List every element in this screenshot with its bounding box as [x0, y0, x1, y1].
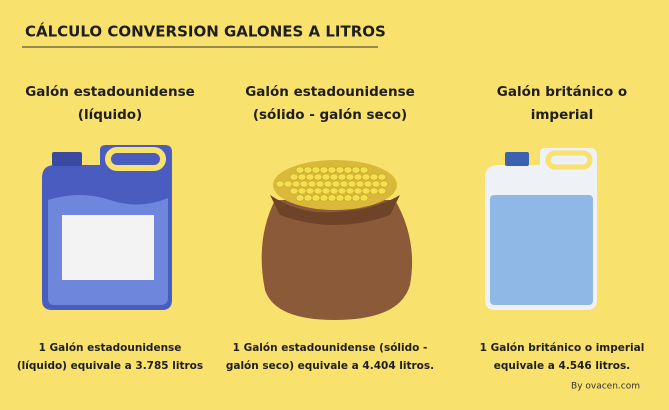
- column-caption: (líquido) equivale a 3.785 litros: [17, 360, 203, 372]
- kernel: [345, 187, 355, 195]
- sack: [261, 160, 413, 320]
- kernel: [377, 187, 387, 195]
- kernel: [335, 194, 345, 202]
- kernel: [353, 173, 363, 181]
- kernel: [289, 173, 299, 181]
- kernel: [305, 187, 315, 195]
- kernel: [297, 187, 307, 195]
- kernel: [319, 166, 329, 174]
- columns: Galón estadounidense (líquido) 1 Galón est…: [17, 84, 644, 372]
- kernel: [329, 173, 339, 181]
- kernel: [331, 180, 341, 188]
- kernel: [329, 187, 339, 195]
- title: CÁLCULO CONVERSION GALONES A LITROS: [25, 22, 386, 41]
- credit: By ovacen.com: [571, 382, 640, 392]
- kernel: [343, 166, 353, 174]
- sack-fold: [270, 195, 400, 225]
- kernel: [371, 180, 381, 188]
- column-caption: equivale a 4.546 litros.: [494, 360, 630, 372]
- kernel: [299, 180, 309, 188]
- white-jug: [485, 148, 597, 310]
- kernel: [345, 173, 355, 181]
- kernel: [313, 187, 323, 195]
- kernel: [353, 187, 363, 195]
- jug-liquid: [490, 195, 593, 305]
- kernel: [355, 180, 365, 188]
- kernel: [363, 180, 373, 188]
- jug-label: [62, 215, 154, 280]
- kernel: [369, 173, 379, 181]
- kernel: [291, 180, 301, 188]
- column-heading: (sólido - galón seco): [253, 107, 407, 123]
- column-heading: Galón estadounidense: [245, 84, 415, 100]
- column-caption: 1 Galón estadounidense (sólido -: [233, 342, 428, 354]
- kernel: [361, 187, 371, 195]
- kernel: [359, 166, 369, 174]
- kernel: [321, 173, 331, 181]
- kernel: [335, 166, 345, 174]
- sack-body: [261, 200, 413, 320]
- kernel: [319, 194, 329, 202]
- column-heading: imperial: [531, 107, 594, 123]
- kernel: [307, 180, 317, 188]
- kernel: [369, 187, 379, 195]
- kernel: [313, 173, 323, 181]
- kernel: [305, 173, 315, 181]
- column-caption: 1 Galón estadounidense: [39, 342, 182, 354]
- kernel: [321, 187, 331, 195]
- kernel: [351, 166, 361, 174]
- blue-jug: [42, 145, 172, 310]
- kernel: [295, 166, 305, 174]
- kernel: [311, 166, 321, 174]
- kernel: [275, 180, 285, 188]
- kernel: [337, 173, 347, 181]
- kernel: [327, 194, 337, 202]
- kernel: [377, 173, 387, 181]
- column-heading: Galón británico o: [497, 84, 627, 100]
- jug-handle: [105, 147, 166, 171]
- column-caption: galón seco) equivale a 4.404 litros.: [226, 360, 434, 372]
- kernel: [289, 187, 299, 195]
- kernel: [283, 180, 293, 188]
- column-heading: Galón estadounidense: [25, 84, 195, 100]
- kernel: [347, 180, 357, 188]
- kernel: [343, 194, 353, 202]
- kernel: [379, 180, 389, 188]
- kernel: [359, 194, 369, 202]
- kernels: [275, 166, 389, 202]
- column-heading: (líquido): [78, 107, 142, 123]
- column-caption: 1 Galón británico o imperial: [480, 342, 645, 354]
- jug-handle: [545, 150, 593, 170]
- kernel: [315, 180, 325, 188]
- kernel: [327, 166, 337, 174]
- kernel: [303, 166, 313, 174]
- kernel: [351, 194, 361, 202]
- jug-cap: [52, 152, 82, 166]
- kernel: [339, 180, 349, 188]
- kernel: [303, 194, 313, 202]
- jug-cap: [505, 152, 529, 166]
- kernel: [297, 173, 307, 181]
- kernel: [361, 173, 371, 181]
- kernel: [311, 194, 321, 202]
- kernel: [295, 194, 305, 202]
- kernel: [323, 180, 333, 188]
- kernel: [337, 187, 347, 195]
